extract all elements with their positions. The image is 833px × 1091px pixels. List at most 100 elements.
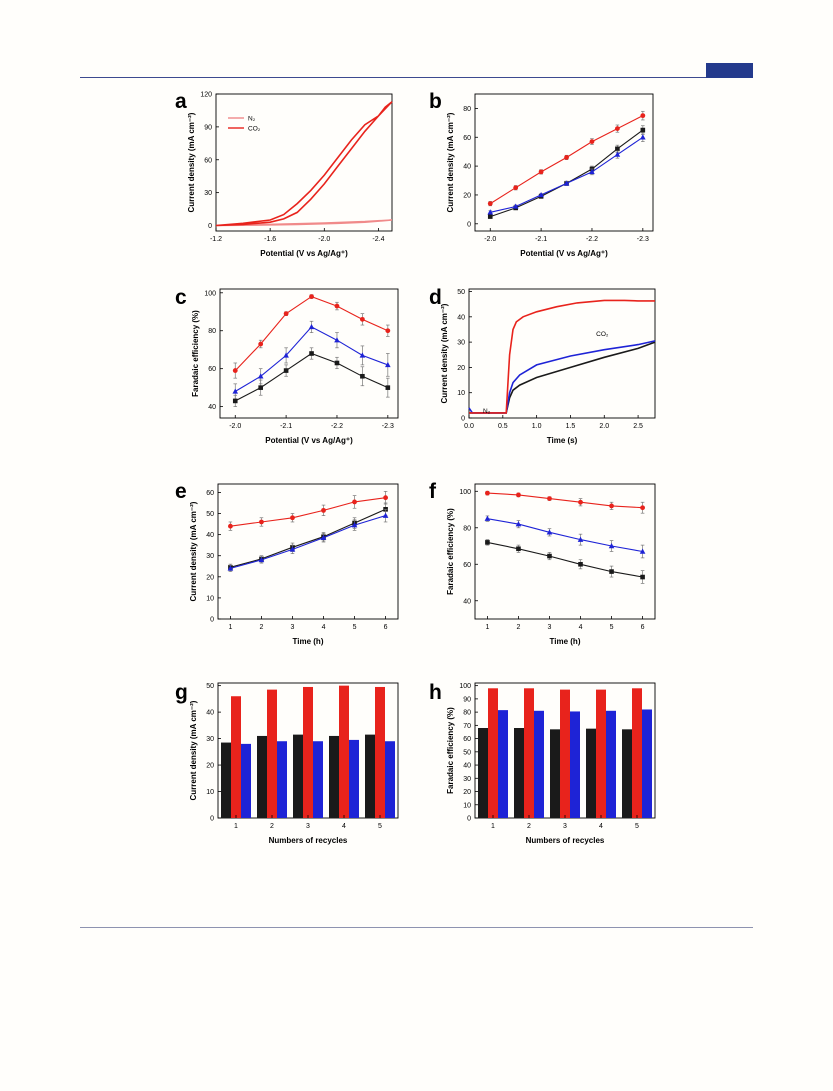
y-axis-label: Faradaic efficiency (%) [191,310,200,397]
header-tab [706,63,753,78]
y-tick-label: 0 [467,221,471,228]
data-point [283,368,289,373]
y-tick-label: 0 [461,416,465,423]
data-point [563,180,570,186]
bar [349,739,359,818]
y-tick-label: 20 [463,192,471,199]
y-tick-label: 50 [463,749,471,756]
x-axis-label: Potential (V vs Ag/Ag⁺) [265,436,353,445]
y-tick-label: 30 [463,776,471,783]
series-line [487,518,643,553]
data-point [257,373,264,379]
y-tick-label: 0 [467,816,471,823]
y-tick-label: 60 [204,157,212,164]
x-tick-label: 4 [322,624,326,631]
bar [550,729,560,818]
y-tick-label: 60 [208,366,216,373]
bar [586,728,596,818]
x-tick-label: -2.2 [331,423,343,430]
bar [385,741,395,818]
x-tick-label: -2.2 [586,236,598,243]
bar [339,685,349,818]
y-tick-label: 50 [206,683,214,690]
bar [632,688,642,818]
y-tick-label: 90 [204,124,212,131]
bar [488,688,498,818]
series-line [230,508,386,568]
x-tick-label: 4 [342,823,346,830]
x-tick-label: 3 [306,823,310,830]
x-tick-label: 2.5 [633,423,643,430]
bar [277,741,287,818]
data-point [538,191,544,198]
x-tick-label: 5 [353,624,357,631]
y-tick-label: 100 [459,489,471,496]
data-point [309,294,314,299]
data-point [515,521,522,527]
bar [293,734,303,818]
y-tick-label: 40 [457,314,465,321]
data-point [320,534,327,540]
y-tick-label: 50 [457,289,465,296]
y-tick-label: 0 [208,223,212,230]
data-point [639,548,646,554]
x-axis-label: Numbers of recycles [526,836,605,845]
x-tick-label: 1 [234,823,238,830]
y-tick-label: 50 [206,511,214,518]
legend-label: CO₂ [248,126,261,133]
y-tick-label: 40 [463,164,471,171]
data-point [308,323,315,330]
data-point [578,499,583,505]
data-point [512,203,519,209]
bar [642,709,652,818]
x-tick-label: 4 [599,823,603,830]
y-tick-label: 0 [210,617,214,624]
x-tick-label: 6 [384,624,388,631]
data-point [383,495,388,501]
data-point [283,311,289,317]
data-point [485,540,490,545]
x-tick-label: -2.0 [484,236,496,243]
data-point [547,553,552,559]
data-point [352,499,357,505]
data-point [608,543,615,549]
data-point [360,316,365,322]
bar [221,742,231,818]
x-axis-label: Time (h) [293,637,324,646]
data-point [485,490,490,496]
x-axis-label: Potential (V vs Ag/Ag⁺) [520,249,608,258]
data-point [577,536,584,542]
y-axis-label: Current density (mA cm⁻²) [189,501,198,601]
data-point [232,368,238,373]
data-point [385,328,391,334]
x-tick-label: 4 [579,624,583,631]
y-tick-label: 60 [463,736,471,743]
bar [231,696,241,818]
annotation-co2: CO₂ [596,331,609,338]
x-tick-label: 1 [228,624,232,631]
data-point [382,512,389,518]
x-tick-label: 3 [563,823,567,830]
y-tick-label: 30 [457,340,465,347]
y-tick-label: 40 [463,763,471,770]
x-axis-label: Time (s) [547,436,578,445]
bar [596,689,606,818]
series-line [215,101,393,227]
data-point [640,127,646,133]
x-tick-label: -1.6 [264,236,276,243]
series-line [487,541,643,578]
data-point [640,505,645,511]
y-tick-label: 30 [206,736,214,743]
x-tick-label: 1.0 [532,423,542,430]
x-tick-label: -2.0 [318,236,330,243]
x-tick-label: -2.3 [382,423,394,430]
series-line [230,515,386,569]
data-point [385,385,391,390]
data-point [564,155,569,160]
series-line [230,497,386,527]
y-tick-label: 40 [206,710,214,717]
bar [329,735,339,818]
data-point [487,214,493,219]
data-point [615,146,620,152]
